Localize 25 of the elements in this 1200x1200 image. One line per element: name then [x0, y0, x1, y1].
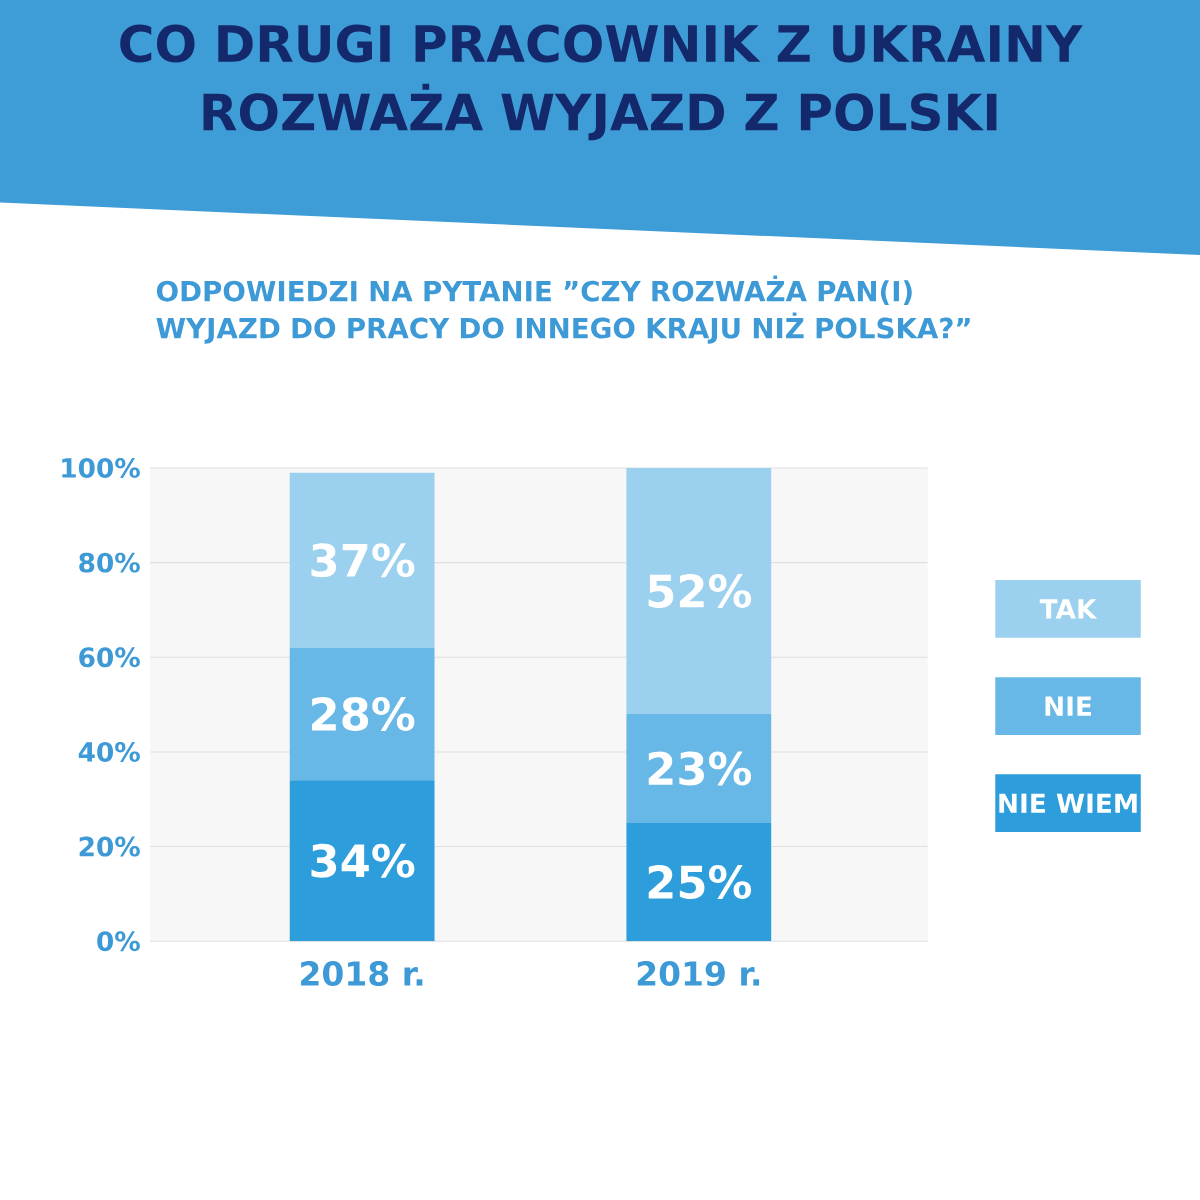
bar — [289, 780, 435, 942]
bar — [289, 647, 435, 781]
x-tick-label: 2019 r. — [637, 961, 760, 987]
data-label: 34% — [311, 843, 415, 878]
y-tick-label: 100% — [62, 457, 140, 478]
chart-title: CO DRUGI PRACOWNIK Z UKRAINY ROZWAŻA WYJAZD Z POLSKI — [120, 24, 1083, 141]
bar — [289, 472, 435, 648]
text: NIE — [1045, 696, 1092, 716]
data-label: 28% — [312, 697, 415, 732]
bar — [626, 467, 772, 715]
data-label: 52% — [648, 574, 752, 608]
y-tick-label: 60% — [79, 647, 140, 668]
data-label: 37% — [311, 543, 415, 578]
y-tick-label: 0% — [97, 931, 140, 952]
bar — [626, 822, 772, 942]
x-tick-label: 2018 r. — [301, 961, 423, 987]
chart-subtitle: ODPOWIEDZI NA PYTANIE ”CZY ROZWAŻA PAN(I) WYJAZD DO PRACY DO INNEGO KRAJU NIŻ POLSKA?” — [156, 275, 970, 344]
y-tick-label: 20% — [79, 836, 140, 857]
text: NIE WIEM — [999, 793, 1137, 813]
data-label: 25% — [648, 865, 752, 900]
bar — [626, 714, 772, 823]
text: TAK — [1039, 599, 1098, 619]
y-tick-label: 80% — [79, 552, 140, 573]
y-tick-label: 40% — [78, 741, 140, 762]
data-label: 23% — [648, 751, 752, 786]
